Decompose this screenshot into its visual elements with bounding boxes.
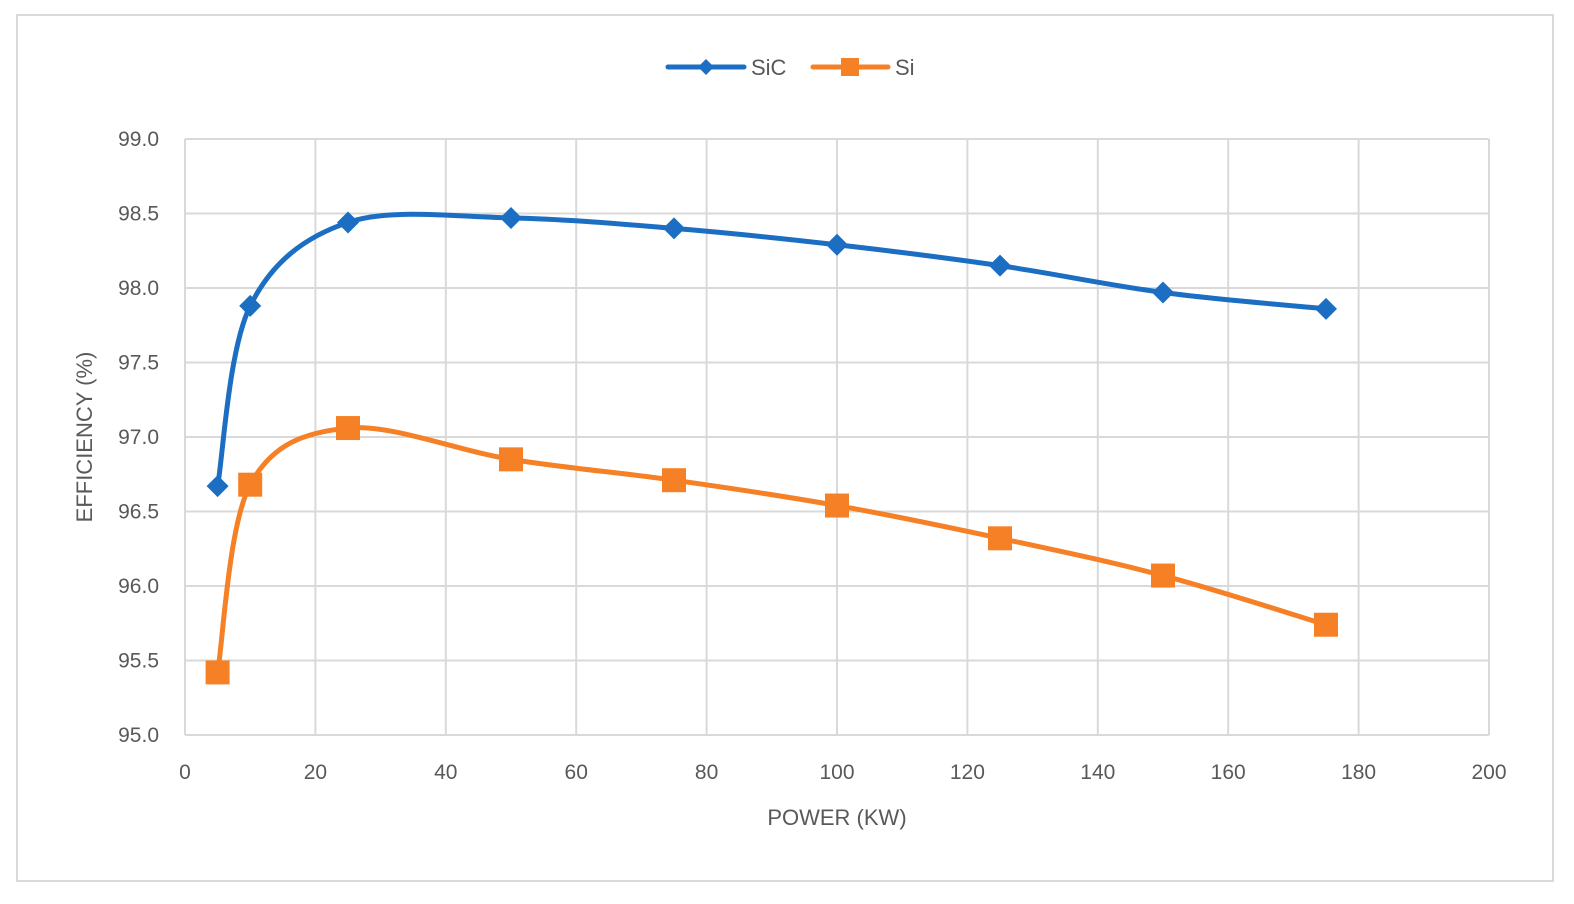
sic-data-point [206, 475, 229, 498]
y-tick-label: 95.0 [118, 724, 159, 747]
si-data-point [1151, 563, 1175, 588]
si-data-point [662, 468, 686, 493]
x-tick-label: 60 [565, 761, 588, 784]
si-data-point [238, 472, 263, 497]
y-tick-label: 95.5 [118, 650, 159, 673]
legend: SiC Si [665, 55, 915, 80]
y-tick-label: 96.5 [118, 501, 159, 524]
tick-labels: 0 20 40 60 80 100 120 140 160 180 200 95.0 95.5 96.0 9… [118, 128, 1506, 784]
si-data-point [825, 493, 849, 518]
x-tick-label: 140 [1080, 761, 1115, 784]
legend-sic-diamond-icon [698, 59, 714, 75]
x-tick-label: 120 [950, 761, 985, 784]
y-tick-label: 98.5 [118, 203, 159, 226]
x-tick-label: 40 [434, 761, 457, 784]
sic-data-point [663, 217, 685, 240]
y-tick-label: 97.5 [118, 352, 159, 375]
si-data-point [499, 447, 523, 472]
x-tick-label: 0 [179, 761, 191, 784]
legend-sic-label: SiC [751, 55, 787, 80]
x-tick-label: 200 [1471, 761, 1506, 784]
sic-data-point [500, 206, 522, 229]
si-data-point [1314, 612, 1338, 637]
sic-data-point [1152, 281, 1174, 304]
x-tick-label: 100 [819, 761, 854, 784]
legend-si-square-icon [841, 58, 859, 76]
y-tick-label: 96.0 [118, 575, 159, 598]
si-data-point [988, 526, 1012, 551]
y-tick-label: 98.0 [118, 277, 159, 300]
series-group [205, 206, 1338, 685]
x-tick-label: 20 [304, 761, 327, 784]
x-axis-label: POWER (KW) [767, 805, 906, 830]
sic-data-point [826, 233, 848, 256]
x-tick-label: 180 [1341, 761, 1376, 784]
chart-frame [16, 14, 1554, 882]
si-data-point [336, 416, 360, 441]
grid [184, 138, 1490, 736]
x-tick-label: 160 [1211, 761, 1246, 784]
si-data-point [205, 660, 230, 685]
sic-data-point [337, 211, 359, 234]
sic-data-point [239, 294, 262, 317]
legend-si-label: Si [895, 55, 915, 80]
x-tick-label: 80 [695, 761, 718, 784]
sic-data-point [989, 254, 1011, 277]
y-axis-label: EFFICIENCY (%) [72, 352, 97, 523]
y-tick-label: 99.0 [118, 128, 159, 151]
sic-series-line [215, 211, 1329, 489]
y-tick-label: 97.0 [118, 426, 159, 449]
sic-data-point [1315, 297, 1337, 320]
si-series-line [215, 425, 1329, 675]
